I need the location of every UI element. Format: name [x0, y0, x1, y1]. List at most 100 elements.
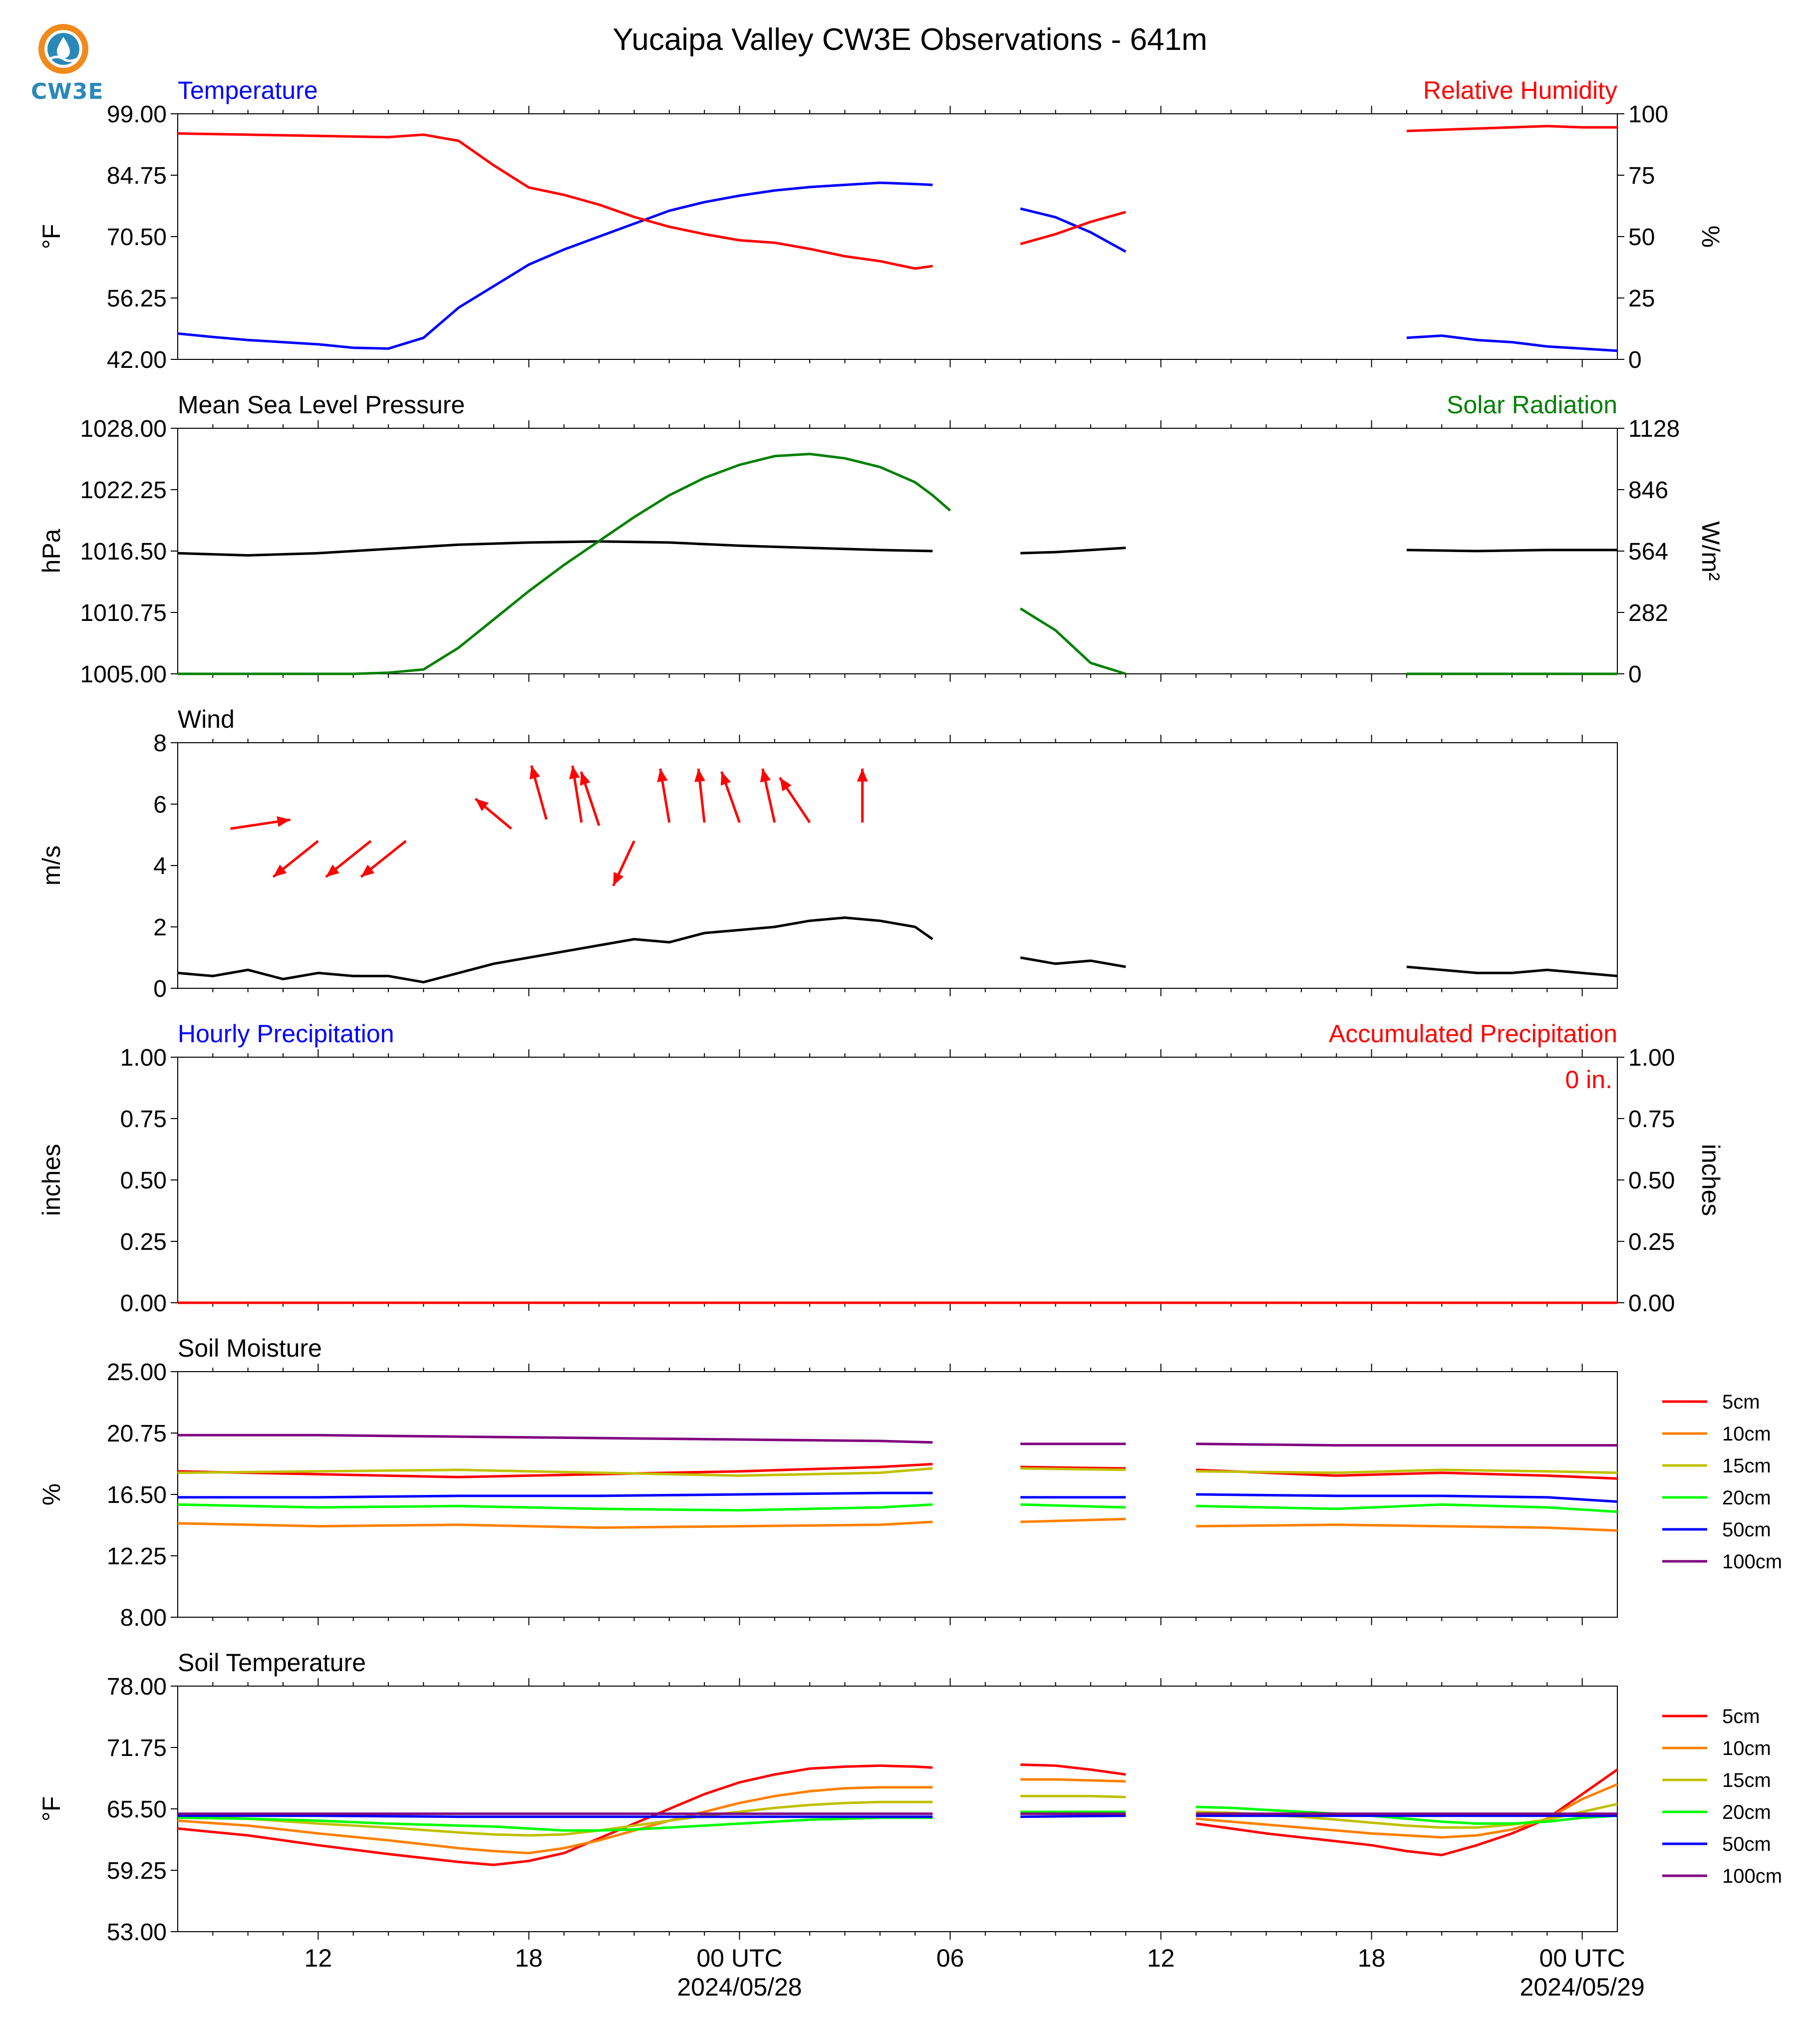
series-line-5cm — [177, 1462, 1618, 1480]
y-tick-label: 1028.00 — [80, 416, 167, 442]
wind-arrow-head — [720, 771, 731, 786]
series-line-black — [177, 916, 1618, 984]
y-tick-label: 4 — [153, 853, 167, 879]
y-tick-label: 1.00 — [120, 1045, 167, 1071]
y-right-tick-label: 0.25 — [1628, 1229, 1675, 1255]
panel-4: Hourly Precipitation Accumulated Precipit… — [37, 1020, 1725, 1317]
y-right-tick-label: 0.00 — [1628, 1290, 1675, 1317]
panel-title-left: Mean Sea Level Pressure — [178, 391, 465, 419]
y-tick-label: 16.50 — [107, 1482, 167, 1508]
x-date-label: 2024/05/29 — [1520, 1973, 1645, 2001]
panel-frame — [177, 113, 1618, 360]
wind-arrow-head — [780, 777, 792, 792]
legend-label: 15cm — [1722, 1769, 1771, 1791]
panel-title-left: Wind — [178, 705, 235, 733]
y-tick-label: 70.50 — [107, 224, 167, 251]
y-axis-label: inches — [37, 1144, 65, 1216]
panel-3: Wind 8 6 4 2 0 m/s — [37, 705, 1618, 1002]
wind-arrow — [272, 840, 319, 878]
wind-arrow-head — [273, 865, 287, 877]
wind-arrow-head — [325, 865, 339, 877]
y-axis-label: °F — [37, 224, 65, 250]
panel-frame — [177, 1686, 1618, 1932]
y-tick-label: 25.00 — [107, 1359, 167, 1386]
logo-emblem-icon — [38, 24, 88, 74]
y-tick-label: 12.25 — [107, 1543, 167, 1570]
wind-arrow — [474, 798, 512, 830]
series-line-10cm — [177, 1517, 1618, 1532]
y-right-tick-label: 846 — [1628, 477, 1668, 504]
legend-label: 100cm — [1722, 1551, 1782, 1573]
y-right-tick-label: 100 — [1628, 101, 1668, 128]
legend-label: 5cm — [1722, 1706, 1760, 1728]
y-right-tick-label: 25 — [1628, 286, 1655, 312]
panel-title-left: Soil Temperature — [178, 1649, 366, 1677]
legend-label: 15cm — [1722, 1455, 1771, 1477]
y-tick-label: 8 — [153, 730, 167, 757]
y-right-tick-label: 75 — [1628, 163, 1655, 189]
wind-arrow — [569, 765, 583, 823]
wind-arrow — [857, 768, 868, 823]
x-tick-label: 06 — [936, 1944, 964, 1972]
wind-arrow-head — [694, 768, 705, 782]
panel-6: Soil Temperature 78.00 71.75 65.50 59.25 53.0… — [37, 1649, 1618, 1946]
y-right-tick-label: 0 — [1628, 347, 1642, 373]
y-tick-label: 65.50 — [107, 1796, 167, 1823]
legend-label: 10cm — [1722, 1423, 1771, 1445]
panels: Temperature Relative Humidity 99.00 84.75 70… — [37, 76, 1782, 2001]
y-tick-label: 6 — [153, 792, 167, 818]
wind-arrow — [529, 765, 548, 820]
wind-arrow-head — [277, 816, 291, 827]
y-axis-label: % — [37, 1483, 65, 1505]
cw3e-logo: CW3E — [31, 20, 104, 105]
y-right-tick-label: 282 — [1628, 600, 1668, 626]
logo-text: CW3E — [31, 79, 104, 104]
y-right-axis-label: % — [1697, 226, 1725, 248]
series-line-20cm — [177, 1503, 1618, 1513]
y-tick-label: 1010.75 — [80, 600, 167, 626]
series-line-blue — [177, 181, 1618, 352]
y-axis-label: hPa — [37, 529, 65, 573]
y-right-tick-label: 1.00 — [1628, 1045, 1675, 1071]
y-tick-label: 20.75 — [107, 1421, 167, 1447]
panel-title-left: Hourly Precipitation — [178, 1020, 394, 1048]
legend-label: 5cm — [1722, 1391, 1760, 1413]
wind-arrow — [325, 840, 372, 878]
y-right-axis-label: W/m² — [1697, 521, 1725, 580]
panel-5: Soil Moisture 25.00 20.75 16.50 12.25 8.00% — [37, 1334, 1618, 1631]
wind-arrow-head — [529, 765, 540, 780]
panel-title-right: Accumulated Precipitation — [1329, 1020, 1617, 1048]
wind-arrow-head — [760, 768, 771, 783]
panel-title-right: Solar Radiation — [1447, 391, 1617, 419]
y-right-tick-label: 0.75 — [1628, 1106, 1675, 1133]
y-tick-label: 1005.00 — [80, 661, 167, 688]
y-right-axis-label: inches — [1697, 1144, 1725, 1216]
wind-arrow — [720, 771, 741, 823]
y-tick-label: 59.25 — [107, 1858, 167, 1884]
y-axis-label: °F — [37, 1796, 65, 1822]
x-date-label: 2024/05/28 — [677, 1973, 802, 2001]
y-right-tick-label: 50 — [1628, 224, 1655, 251]
wind-arrow-head — [657, 768, 668, 783]
x-tick-label: 00 UTC — [696, 1944, 782, 1972]
wind-arrow — [230, 816, 291, 830]
wind-arrow-head — [569, 765, 580, 780]
series-line-20cm — [177, 1805, 1618, 1832]
y-right-tick-label: 564 — [1628, 539, 1668, 565]
y-axis-label: m/s — [37, 846, 65, 886]
wind-arrow — [360, 840, 407, 878]
legend-label: 10cm — [1722, 1738, 1771, 1759]
panel-2: Mean Sea Level Pressure Solar Radiation 10… — [37, 391, 1725, 688]
y-tick-label: 84.75 — [107, 163, 167, 189]
x-tick-label: 12 — [304, 1944, 332, 1972]
y-tick-label: 99.00 — [107, 101, 167, 128]
wind-arrow — [612, 840, 635, 886]
accumulated-total-label: 0 in. — [1565, 1066, 1612, 1094]
x-tick-label: 00 UTC — [1539, 1944, 1625, 1972]
y-right-tick-label: 1128 — [1628, 416, 1680, 442]
wind-arrow — [580, 771, 601, 826]
wind-arrow — [694, 768, 706, 823]
y-tick-label: 0 — [153, 976, 167, 1002]
